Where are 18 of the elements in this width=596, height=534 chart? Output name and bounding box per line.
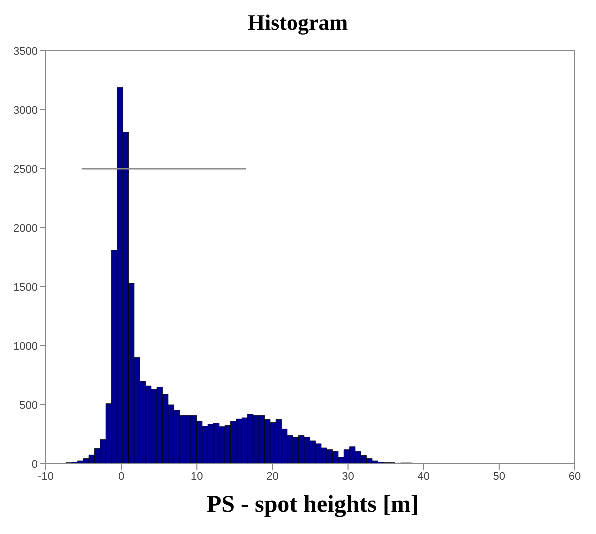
x-tick-label: 40 [418, 470, 430, 483]
x-tick-label: 30 [342, 470, 354, 483]
x-tick-label: -10 [38, 470, 54, 483]
y-tick-label: 0 [32, 458, 38, 471]
y-tick-label: 3000 [14, 104, 38, 117]
x-tick-label: 60 [568, 470, 582, 483]
x-axis-title: PS - spot heights [m] [206, 492, 420, 519]
x-tick-label: 20 [266, 470, 279, 483]
y-tick-label: 1000 [14, 340, 38, 353]
y-tick-label: 1500 [14, 282, 38, 294]
y-tick-label: 3500 [14, 46, 38, 58]
y-tick-label: 2000 [14, 222, 38, 235]
y-tick-label: 2500 [14, 164, 38, 176]
chart-title: Histogram [246, 10, 350, 36]
x-tick-label: 50 [493, 470, 506, 483]
x-tick-label: 10 [191, 470, 204, 483]
y-tick-label: 500 [20, 400, 38, 412]
x-tick-label: 0 [118, 470, 125, 483]
